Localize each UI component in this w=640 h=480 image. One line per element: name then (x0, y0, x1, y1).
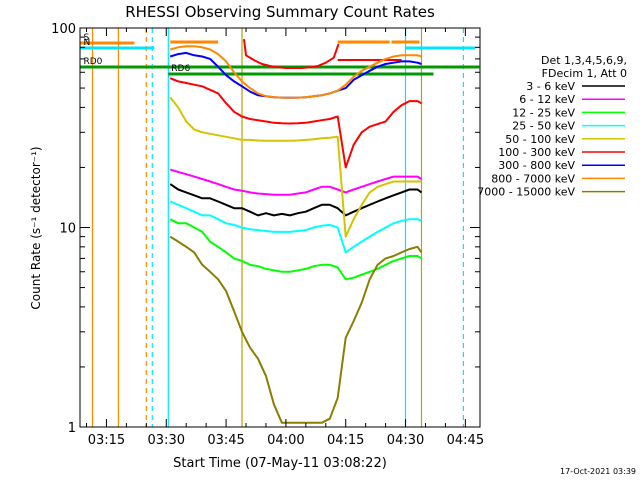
legend-label: 25 - 50 keV (512, 120, 575, 133)
legend-header-line-1: Det 1,3,4,5,6,9, (541, 54, 627, 67)
y-tick-label: 100 (51, 22, 76, 37)
plot-area (80, 28, 480, 427)
series-line-5 (169, 96, 422, 238)
series-line-3 (169, 218, 423, 281)
axes: 1 10 100 03:15 03:30 03:45 04:00 04:15 04:30 04:4… (51, 22, 484, 448)
rd6-flag-bar-label: RD6 (171, 64, 190, 74)
series-line-9 (169, 235, 423, 424)
series-line-6 (169, 77, 422, 169)
night-flag-bar-label: N (84, 38, 91, 48)
series-line-2 (169, 168, 423, 196)
generated-timestamp: 17-Oct-2021 03:39 (560, 467, 636, 476)
x-axis-label-prefix: Start Time ( (173, 456, 250, 471)
chart-title: RHESSI Observing Summary Count Rates (125, 3, 435, 21)
y-axis-label: Count Rate (s⁻¹ detector⁻¹) (29, 146, 43, 309)
x-axis-label-suffix: ) (382, 456, 387, 471)
x-tick-label: 03:30 (148, 433, 185, 448)
series-line-4 (169, 200, 422, 254)
x-tick-label: 03:15 (88, 433, 125, 448)
x-tick-label: 04:00 (267, 433, 304, 448)
x-tick-label: 04:15 (327, 433, 364, 448)
x-axis-label-date: 07-May-11 03:08:22 (250, 456, 382, 471)
series-layer (169, 38, 423, 424)
annotation-layer: SN RD0 RD6 (80, 28, 480, 427)
series-line-1 (169, 183, 423, 217)
x-tick-label: 04:30 (387, 433, 424, 448)
x-axis-label: Start Time (07-May-11 03:08:22) (173, 456, 387, 471)
y-tick-label: 10 (59, 222, 76, 237)
legend-label: 100 - 300 keV (498, 146, 575, 159)
saa-flag-bar-label: S (84, 33, 90, 43)
legend-label: 6 - 12 keV (519, 93, 575, 106)
series-line-8 (169, 45, 422, 99)
plot-background (80, 28, 480, 427)
x-tick-label: 03:45 (207, 433, 244, 448)
y-tick-label: 1 (68, 421, 76, 436)
legend-label: 3 - 6 keV (526, 80, 575, 93)
legend-label: 300 - 800 keV (498, 159, 575, 172)
legend-label: 7000 - 15000 keV (477, 186, 575, 199)
legend-header-line-2: FDecim 1, Att 0 (542, 67, 627, 80)
legend-label: 50 - 100 keV (505, 133, 575, 146)
series-line-10 (243, 38, 340, 69)
legend-label: 800 - 7000 keV (491, 172, 575, 185)
rd0-flag-bar-label: RD0 (84, 57, 103, 67)
legend: Det 1,3,4,5,6,9, FDecim 1, Att 0 3 - 6 k… (477, 54, 627, 199)
legend-label: 12 - 25 keV (512, 106, 575, 119)
x-tick-label: 04:45 (447, 433, 484, 448)
